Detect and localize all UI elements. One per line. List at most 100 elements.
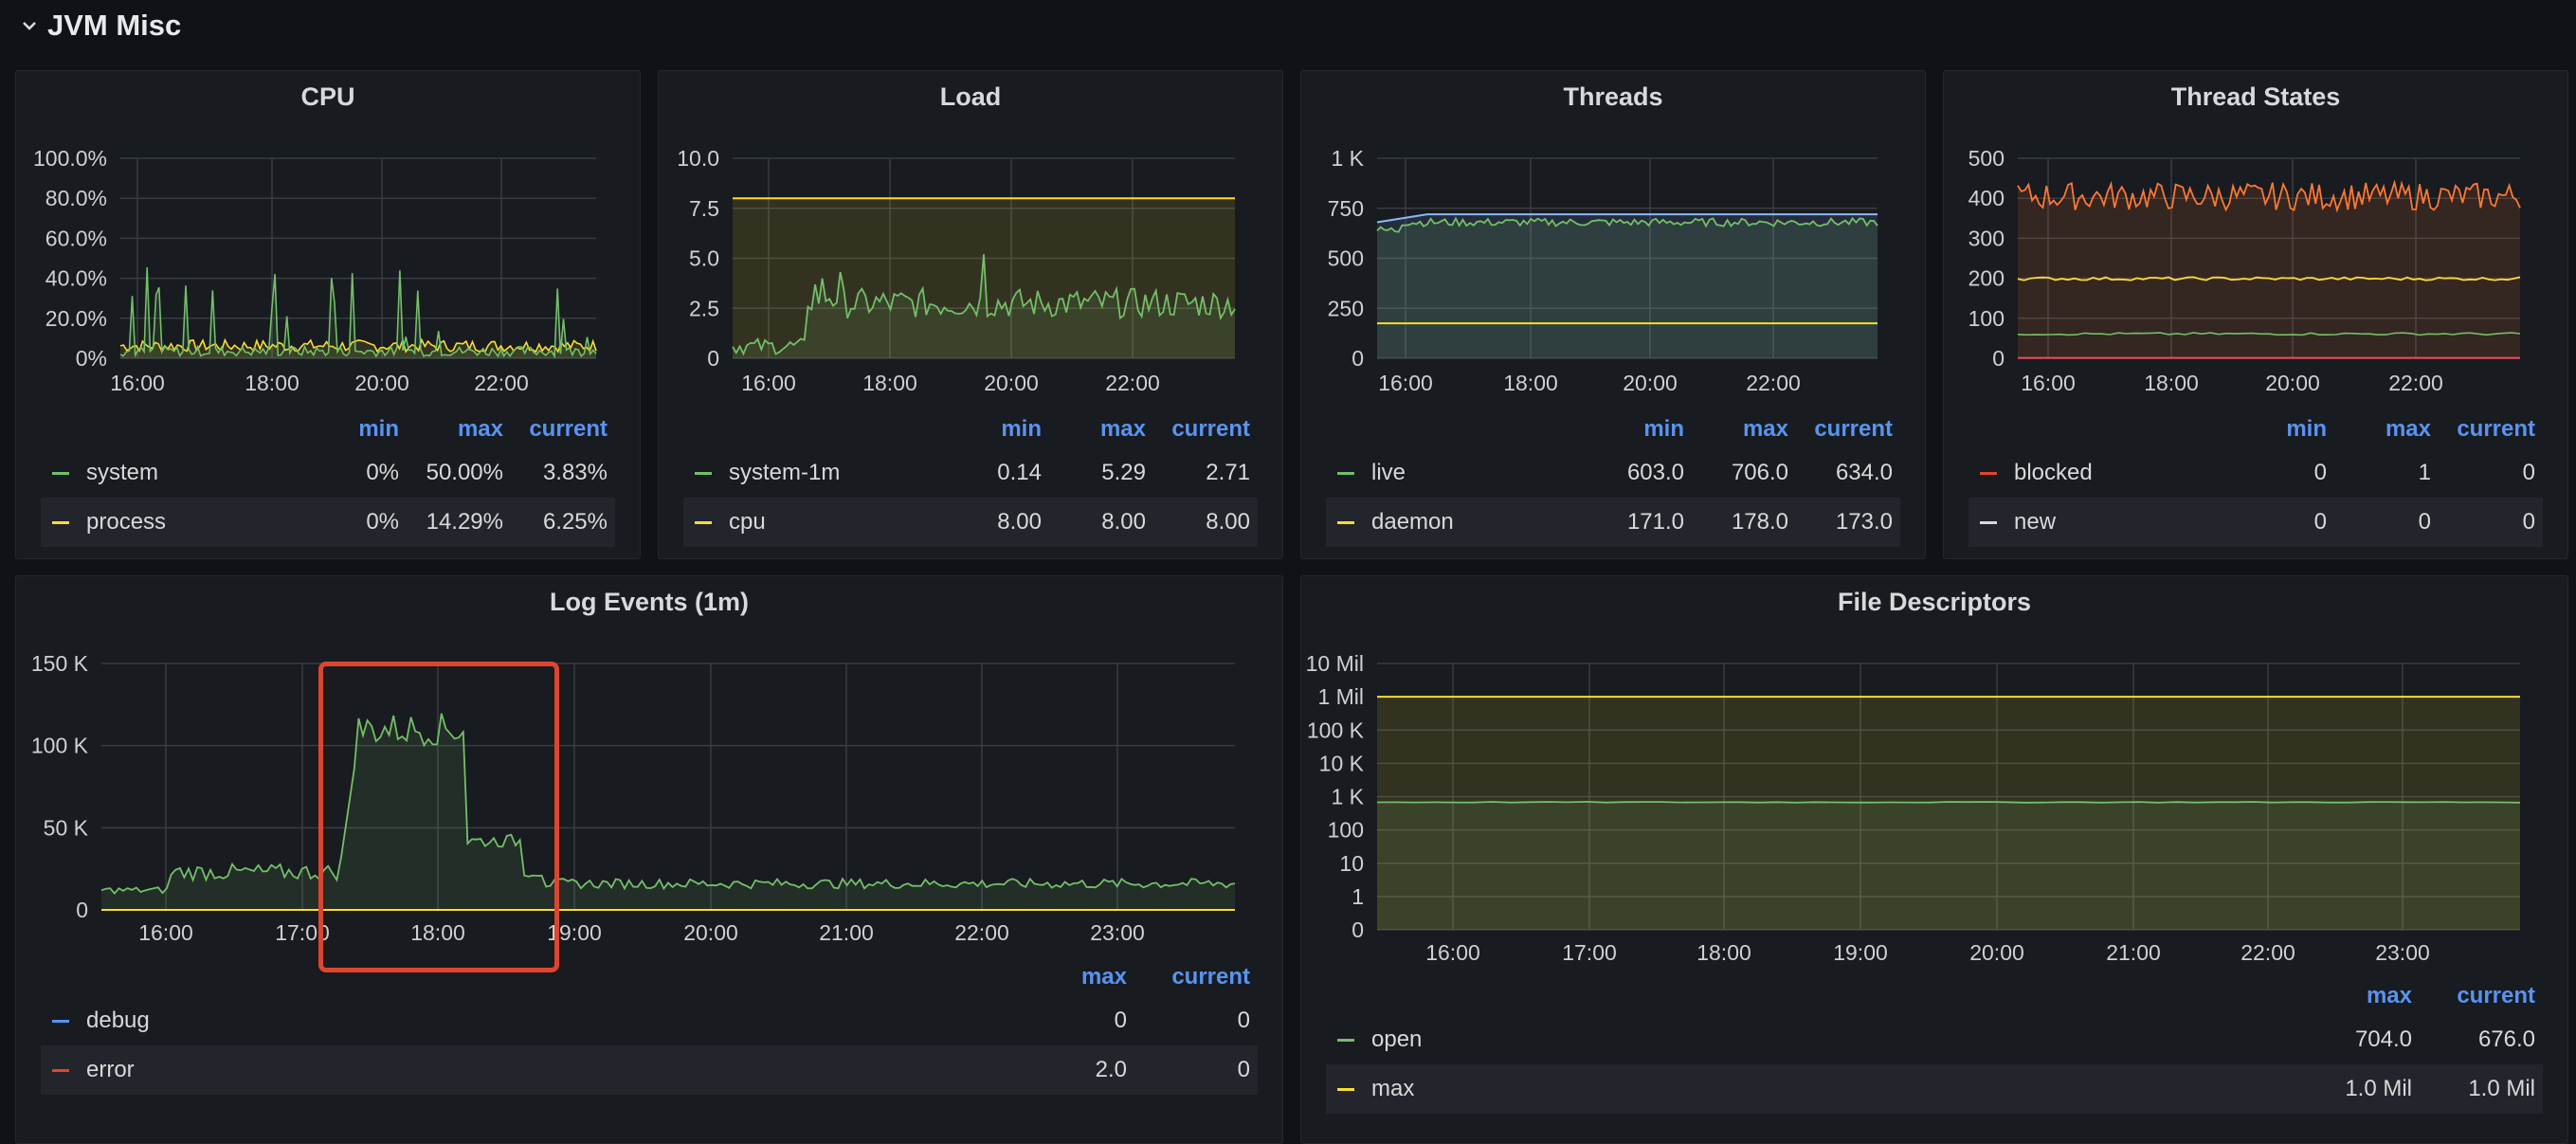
info-line bbox=[100, 713, 1236, 895]
y-tick-label: 20.0% bbox=[45, 306, 107, 331]
legend-header-current[interactable]: current bbox=[529, 416, 608, 442]
legend-series-name: open bbox=[1371, 1026, 1423, 1052]
legend-value: 704.0 bbox=[2354, 1026, 2412, 1052]
legend-value: 0 bbox=[2418, 509, 2431, 535]
legend-series[interactable]: blocked bbox=[1968, 460, 2230, 486]
x-tick-label: 16:00 bbox=[110, 371, 165, 395]
legend-row[interactable]: live 603.0 706.0 634.0 bbox=[1326, 448, 1900, 498]
system-1m-area bbox=[733, 254, 1235, 358]
y-tick-label: 150 K bbox=[31, 651, 89, 676]
legend-swatch bbox=[1337, 471, 1354, 475]
legend-row[interactable]: new 0 0 0 bbox=[1968, 498, 2543, 547]
legend-header-max[interactable]: max bbox=[457, 416, 503, 442]
legend-header-min[interactable]: min bbox=[358, 416, 399, 442]
timed-waiting-line bbox=[2017, 332, 2521, 336]
legend-swatch bbox=[1980, 471, 1997, 475]
file-descriptors-chart[interactable]: 0 1 10 100 1 K 10 K 100 K 1 Mil 10 Mil 16:00 17:00… bbox=[1301, 576, 2569, 974]
cpu-chart[interactable]: 0% 20.0% 40.0% 60.0% 80.0% 100.0% 16:00 18:00 20… bbox=[16, 71, 642, 412]
legend-row[interactable]: open 704.0 676.0 bbox=[1326, 1015, 2543, 1064]
panel-title: File Descriptors bbox=[1837, 588, 2032, 616]
x-tick-label: 20:00 bbox=[2265, 371, 2320, 395]
legend-row[interactable]: cpu 8.00 8.00 8.00 bbox=[683, 498, 1258, 547]
y-tick-label: 2.5 bbox=[689, 296, 719, 320]
y-tick-label: 250 bbox=[1328, 296, 1364, 320]
legend-row[interactable]: max 1.0 Mil 1.0 Mil bbox=[1326, 1064, 2543, 1114]
panel-threads[interactable]: Threads 0 250 500 750 1 K 16:00 18:00 20:00 22:0… bbox=[1300, 70, 1926, 559]
legend-series[interactable]: debug bbox=[41, 1008, 1011, 1034]
y-tick-label: 0 bbox=[1351, 346, 1364, 371]
legend-series[interactable]: system-1m bbox=[683, 460, 945, 486]
legend-series[interactable]: system bbox=[41, 460, 302, 486]
legend-header-min[interactable]: min bbox=[2286, 416, 2327, 442]
y-tick-label: 0 bbox=[1351, 917, 1364, 942]
legend-series[interactable]: open bbox=[1326, 1026, 2296, 1053]
legend-series-name: blocked bbox=[2014, 460, 2093, 485]
legend-header-max[interactable]: max bbox=[1080, 964, 1127, 990]
panel-load[interactable]: Load 0 2.5 5.0 7.5 10.0 16:00 18:00 20:00 22:00 … bbox=[658, 70, 1283, 559]
panel-title: Threads bbox=[1563, 82, 1663, 111]
legend-swatch bbox=[52, 1019, 69, 1023]
panel-cpu[interactable]: CPU 0% 20.0% 40.0% 60.0% 80.0% 100.0% 16:00 18:… bbox=[15, 70, 641, 559]
legend-value: 0 bbox=[2313, 460, 2327, 485]
legend-swatch bbox=[52, 520, 69, 524]
legend-header-current[interactable]: current bbox=[1814, 416, 1893, 442]
thread-states-chart[interactable]: 0 100 200 300 400 500 16:00 18:00 20:00 22:00 bbox=[1944, 71, 2569, 412]
y-tick-label: 100 K bbox=[1307, 717, 1365, 742]
y-tick-label: 7.5 bbox=[689, 196, 719, 221]
legend-series[interactable]: error bbox=[41, 1057, 1011, 1083]
legend-value: 0% bbox=[366, 460, 399, 485]
y-tick-label: 0 bbox=[707, 346, 719, 371]
legend-header-current[interactable]: current bbox=[1171, 964, 1250, 990]
legend-value: 0 bbox=[1114, 1008, 1127, 1033]
legend-row[interactable]: process 0% 14.29% 6.25% bbox=[41, 498, 615, 547]
y-tick-label: 100 bbox=[1328, 818, 1364, 843]
legend-row[interactable]: error 2.0 0 bbox=[41, 1045, 1258, 1095]
legend-row[interactable]: blocked 0 1 0 bbox=[1968, 448, 2543, 498]
legend-header-current[interactable]: current bbox=[1171, 416, 1250, 442]
legend-series[interactable]: live bbox=[1326, 460, 1587, 486]
legend-header-max[interactable]: max bbox=[1099, 416, 1146, 442]
y-tick-label: 0 bbox=[76, 898, 88, 922]
threads-chart[interactable]: 0 250 500 750 1 K 16:00 18:00 20:00 22:00 bbox=[1301, 71, 1927, 412]
legend-header-current[interactable]: current bbox=[2457, 983, 2535, 1008]
legend-row[interactable]: system 0% 50.00% 3.83% bbox=[41, 448, 615, 498]
runnable-line bbox=[2017, 179, 2521, 213]
legend-series-name: debug bbox=[86, 1008, 150, 1033]
row-header-jvm-misc[interactable]: JVM Misc bbox=[21, 6, 181, 45]
legend-value: 634.0 bbox=[1835, 460, 1893, 485]
y-tick-label: 500 bbox=[1968, 146, 2005, 171]
legend-row[interactable]: system-1m 0.14 5.29 2.71 bbox=[683, 448, 1258, 498]
panel-file-descriptors[interactable]: File Descriptors 0 1 10 100 1 K 10 K 100 K 1 Mi… bbox=[1300, 575, 2568, 1144]
y-tick-label: 60.0% bbox=[45, 226, 107, 250]
legend-swatch bbox=[52, 471, 69, 475]
legend-header-max[interactable]: max bbox=[1742, 416, 1788, 442]
legend-value: 2.71 bbox=[1206, 460, 1250, 485]
legend-header-min[interactable]: min bbox=[1001, 416, 1042, 442]
panel-thread-states[interactable]: Thread States 0 100 200 300 400 500 16:00 18:00… bbox=[1943, 70, 2568, 559]
legend-header-min[interactable]: min bbox=[1643, 416, 1684, 442]
x-tick-label: 21:00 bbox=[2106, 940, 2161, 965]
legend-header-max[interactable]: max bbox=[2385, 416, 2431, 442]
legend-row[interactable]: debug 0 0 bbox=[41, 996, 1258, 1045]
legend-series-name: system-1m bbox=[729, 460, 841, 485]
legend-series-name: cpu bbox=[729, 509, 766, 535]
legend-value: 0 bbox=[1237, 1008, 1250, 1033]
legend-header-current[interactable]: current bbox=[2457, 416, 2535, 442]
legend-row[interactable]: daemon 171.0 178.0 173.0 bbox=[1326, 498, 1900, 547]
legend-swatch bbox=[1980, 520, 1997, 524]
live-area bbox=[1377, 218, 1878, 358]
legend-swatch bbox=[1337, 1038, 1354, 1042]
load-chart[interactable]: 0 2.5 5.0 7.5 10.0 16:00 18:00 20:00 22:00 bbox=[659, 71, 1284, 412]
y-tick-label: 300 bbox=[1968, 226, 2005, 250]
x-tick-label: 22:00 bbox=[474, 371, 529, 395]
panel-log-events[interactable]: Log Events (1m) 0 50 K 100 K 150 K 16:00 17:0… bbox=[15, 575, 1283, 1144]
legend-series[interactable]: new bbox=[1968, 509, 2230, 536]
legend-series[interactable]: max bbox=[1326, 1076, 2296, 1102]
legend-series[interactable]: daemon bbox=[1326, 509, 1587, 536]
highlight-annotation-box bbox=[318, 662, 559, 972]
legend-series[interactable]: process bbox=[41, 509, 302, 536]
y-tick-label: 10.0 bbox=[677, 146, 719, 171]
legend-series[interactable]: cpu bbox=[683, 509, 945, 536]
legend-header-max[interactable]: max bbox=[2366, 983, 2412, 1008]
